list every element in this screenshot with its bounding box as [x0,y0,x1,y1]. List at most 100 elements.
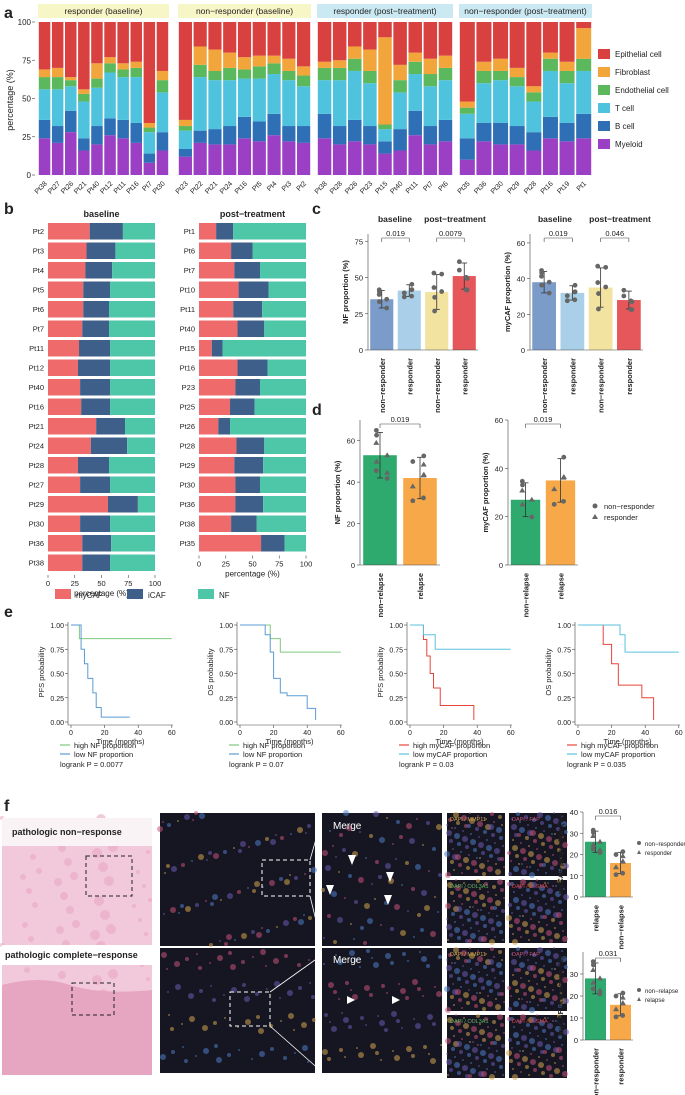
panel-b-bar-segment [107,496,138,513]
panel-a-bar-segment [267,135,281,175]
panel-e-ylabel: OS probability [544,648,553,695]
panel-c-right-point [539,273,544,279]
panel-a-bar-segment [317,22,332,62]
panel-a-bar-segment [267,22,281,56]
panel-b-bar-segment [112,262,155,279]
panel-f-if-bottom-signal [160,1054,166,1060]
panel-a-bar-segment [542,116,558,139]
panel-f-bottom-tile-signal [529,1001,531,1003]
panel-f-top-tile-signal [529,897,531,899]
panel-f-merge-bottom-signal [356,1047,358,1049]
panel-f-bottom-tile-signal [468,1074,472,1078]
panel-f-merge-top-signal [322,850,328,856]
panel-f-top-tile-signal [477,821,483,827]
panel-f-top-tile-signal [510,860,512,862]
panel-e-xtick: 20 [270,730,278,737]
panel-b-row-label: Pt5 [33,285,44,294]
panel-f-if-bottom-signal [312,1018,316,1022]
panel-b-row-label: Pt10 [180,285,195,294]
panel-f-top-tile-signal [510,882,514,886]
panel-a-bar-segment [208,70,222,81]
panel-f-bottom-plot-point [590,979,597,985]
panel-f-he-top-texture [70,872,78,880]
panel-c-left-bar [370,299,394,350]
panel-a-bar-segment [363,22,377,50]
panel-f-bottom-tile-signal [542,1029,546,1033]
panel-f-top-tile-signal [519,827,525,833]
panel-f-if-bottom-signal [182,1046,184,1048]
panel-f-if-top-signal [208,851,212,855]
panel-e-xtick: 0 [408,730,412,737]
panel-a-xtick: Pt15 [374,180,389,195]
panel-a-bar-segment [393,129,407,151]
panel-f-merge-bottom-signal [379,1020,385,1026]
panel-b-row-label: Pt2 [33,227,44,236]
panel-a-bar-segment [78,138,90,151]
panel-b-row-label: Pt29 [29,500,44,509]
panel-f-bottom-tile-signal [537,1035,539,1037]
panel-f-arrowhead [392,996,400,1004]
panel-f-top-tile-signal [486,839,488,841]
panel-f-merge-bottom-signal [354,958,358,962]
panel-f-bottom-tile-signal [514,968,518,972]
panel-a-bar-segment [317,67,332,81]
panel-b-bar-segment [110,379,155,396]
panel-b-bar-segment [122,223,155,240]
panel-label-e: e [4,604,13,621]
panel-f-top-channel-label: DAPI / α−SMA [512,884,548,890]
panel-f-bottom-tile-signal [511,959,517,965]
panel-f-bottom-tile-signal [522,1056,528,1062]
panel-a-bar-segment [267,63,281,75]
panel-f-merge-bottom-signal [417,987,421,991]
panel-f-merge-top-signal [379,837,385,843]
panel-b-xtick: 25 [222,560,230,569]
panel-f-merge-bottom-signal [358,1052,364,1058]
panel-f-top-tile-signal [515,854,519,858]
panel-f-merge-top-signal [365,857,367,859]
panel-f-top-tile-signal [524,815,528,819]
panel-b-row-label: Pt38 [29,558,44,567]
panel-f-bottom-tile-signal [470,968,472,970]
panel-f-if-bottom-signal [175,984,181,990]
panel-a-bar-segment [223,126,237,145]
panel-f-if-top-signal [279,877,283,881]
panel-a-legend-swatch [598,103,610,113]
panel-f-merge-bottom-signal [331,1026,337,1032]
panel-d-legend-label: responder [604,513,638,522]
panel-c-right-point [595,280,601,285]
panel-e-ytick: 0.00 [389,720,403,727]
panel-f-merge-top-signal [385,863,391,869]
panel-a-bar-segment [38,69,51,78]
panel-c-left-point [431,285,437,290]
panel-f-top-tile-signal [554,833,556,835]
panel-a-xtick: Pt36 [473,180,488,195]
panel-f-top-tile-signal [512,939,518,945]
panel-f-top-tile-signal [446,830,452,836]
panel-a-legend-swatch [598,67,610,77]
panel-b-bar-segment [199,476,236,493]
panel-a-bar-segment [393,64,407,81]
panel-b-legend-label: NF [219,591,230,600]
panel-f-top-tile-signal [540,915,544,919]
panel-f-merge-bottom-signal [333,990,337,994]
panel-f-merge-bottom-signal [430,1058,436,1064]
panel-f-bottom-tile-signal [501,1044,505,1048]
panel-f-bottom-plot-point [596,987,603,993]
panel-f-merge-bottom-signal [337,959,343,965]
panel-f-if-bottom-signal [297,963,301,967]
panel-f-bottom-tile-signal [448,953,452,957]
panel-f-merge-top-signal [333,940,337,944]
panel-f-top-tile-signal [562,836,564,838]
panel-f-merge-top-signal [390,927,394,931]
panel-f-if-top-signal [251,930,255,934]
panel-e-ytick: 1.00 [50,623,64,630]
panel-f-bottom-tile-signal [525,1065,529,1069]
panel-f-merge-bottom-signal [352,994,358,1000]
panel-b-xtick: 75 [124,579,132,588]
panel-f-top-tile-signal [487,897,493,903]
panel-a-bar-segment [252,22,266,56]
panel-f-if-top-signal [254,881,260,887]
panel-f-if-bottom-signal [199,989,203,993]
panel-f-top-tile-signal [545,909,551,915]
panel-f-bottom-tile-signal [528,986,534,992]
